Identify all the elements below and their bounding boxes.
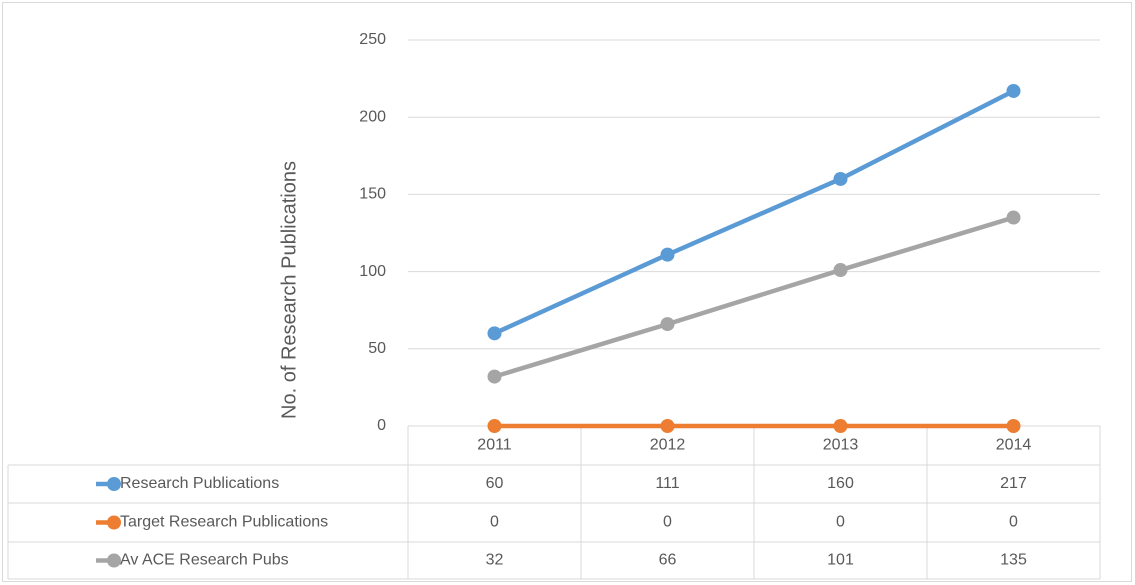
legend-label: Target Research Publications [120,514,328,531]
series-line [493,215,1015,379]
marker [487,326,502,341]
table-value: 32 [486,552,504,569]
marker [833,419,848,433]
marker [660,419,675,433]
marker [660,247,675,262]
legend-key-marker [107,515,121,530]
table-value: 160 [827,475,854,492]
y-tick-label: 0 [377,417,386,434]
marker [660,317,675,332]
marker [487,369,502,384]
y-axis-title: No. of Research Publications [278,161,300,419]
y-tick-label: 200 [359,108,386,125]
y-tick-label: 50 [368,340,386,357]
table-value: 60 [486,475,504,492]
x-tick-label: 2012 [650,437,686,454]
legend-key-marker [107,553,121,568]
y-tick-label: 150 [359,186,386,203]
table-value: 111 [655,475,679,492]
marker [1006,210,1021,225]
x-tick-label: 2014 [996,437,1032,454]
marker [833,171,848,186]
marker [1006,419,1021,433]
table-value: 135 [1000,552,1027,569]
table-value: 0 [1009,514,1018,531]
marker [833,263,848,278]
table-value: 0 [663,514,672,531]
x-tick-label: 2011 [477,437,512,454]
legend-label: Research Publications [120,475,279,492]
table-value: 0 [490,514,499,531]
x-tick-label: 2013 [823,437,859,454]
marker [487,419,502,433]
legend-label: Av ACE Research Pubs [120,552,289,569]
table-value: 0 [836,514,845,531]
table-value: 101 [827,552,854,569]
table-value: 217 [1000,475,1027,492]
y-tick-label: 100 [359,263,386,280]
series-line [493,88,1015,336]
table-value: 66 [659,552,677,569]
y-tick-label: 250 [359,31,386,48]
legend-key-marker [107,477,121,491]
marker [1006,83,1021,98]
